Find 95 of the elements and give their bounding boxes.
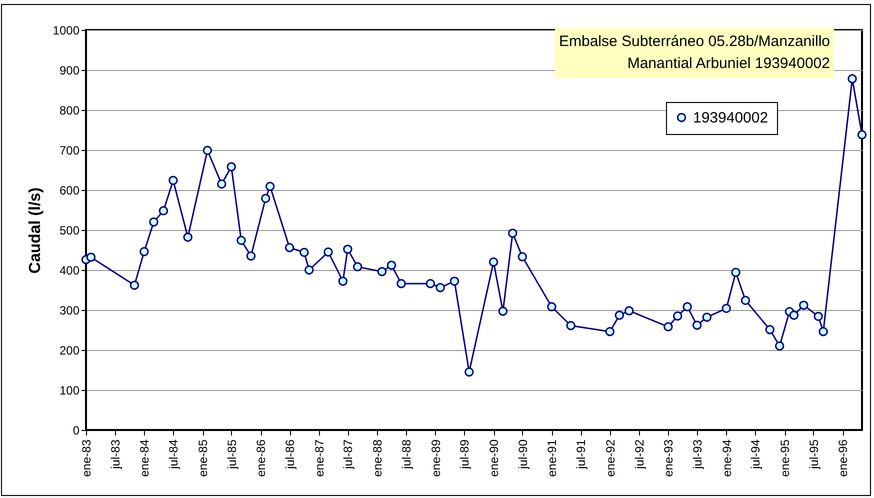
point (498, 306, 508, 316)
point (436, 282, 445, 292)
x-tick-label: ene-96 (836, 439, 850, 477)
point (343, 244, 352, 254)
point (518, 252, 527, 262)
point (158, 206, 168, 216)
point (246, 251, 256, 261)
point (692, 320, 702, 330)
point (140, 246, 149, 256)
x-tick-label: jul-91 (574, 439, 588, 470)
x-tick-label: jul-90 (516, 439, 530, 470)
point (818, 326, 828, 336)
point (814, 312, 823, 322)
y-tick-label: 1000 (52, 24, 80, 38)
annotation: Manantial Arbuniel 193940002 (626, 54, 830, 74)
point (464, 367, 474, 377)
x-tick-label: jul-89 (458, 439, 472, 470)
point (217, 179, 226, 189)
point (702, 312, 712, 322)
x-tick-label: ene-94 (720, 439, 734, 477)
point (566, 320, 576, 330)
x-tick-label: ene-83 (80, 439, 94, 477)
point (624, 306, 634, 316)
y-tick-label: 500 (59, 224, 80, 238)
point (377, 266, 387, 276)
point (352, 262, 362, 272)
x-tick-label: jul-94 (748, 439, 763, 470)
x-tick-label: ene-87 (312, 439, 326, 477)
point (722, 304, 731, 314)
point (265, 182, 275, 192)
x-tick-label: ene-93 (662, 439, 676, 477)
x-tick-label: jul-95 (806, 439, 821, 470)
x-tick-label: jul-87 (341, 439, 356, 470)
x-tick-label: ene-85 (196, 439, 210, 477)
point (324, 247, 333, 257)
y-tick-label: 400 (59, 264, 80, 278)
point (386, 260, 396, 270)
point (426, 278, 436, 288)
legend-label: 193940002 (693, 110, 768, 126)
annotation: Embalse Subterráneo 05.28b/Manzanillo (558, 32, 830, 52)
point (605, 326, 614, 336)
x-tick-label: jul-86 (283, 439, 298, 470)
x-tick-label: ene-86 (254, 439, 268, 477)
y-tick-label: 300 (59, 304, 80, 318)
point (789, 310, 799, 320)
point (547, 302, 556, 312)
point (765, 324, 775, 334)
point (774, 341, 784, 351)
x-tick-label: ene-88 (370, 439, 385, 477)
x-tick-label: jul-85 (224, 439, 239, 470)
point (740, 296, 750, 306)
point (300, 248, 309, 258)
point (799, 300, 808, 310)
x-tick-label: ene-84 (138, 439, 152, 477)
x-tick-label: ene-92 (603, 439, 618, 477)
point (149, 217, 158, 227)
point (260, 194, 270, 204)
point (236, 236, 246, 246)
point (304, 265, 314, 275)
x-tick-label: jul-83 (108, 439, 122, 470)
y-tick-label: 800 (59, 104, 80, 118)
point (450, 276, 460, 286)
point (664, 322, 673, 332)
point (848, 74, 857, 84)
x-tick-label: ene-91 (545, 439, 560, 477)
point (731, 268, 740, 278)
point (168, 176, 178, 186)
y-tick-label: 700 (59, 144, 80, 158)
point (857, 130, 867, 140)
y-tick-label: 900 (59, 64, 80, 78)
point (614, 310, 624, 320)
x-tick-label: jul-84 (166, 439, 181, 470)
x-tick-label: jul-88 (400, 439, 414, 470)
point (396, 278, 406, 288)
y-axis-title: Caudal (l/s) (26, 187, 44, 274)
x-tick-label: ene-95 (778, 439, 792, 477)
point (508, 228, 518, 238)
x-tick-label: jul-92 (632, 439, 646, 470)
y-tick-label: 600 (59, 184, 80, 198)
point (284, 242, 294, 252)
point (202, 146, 212, 156)
x-tick-label: jul-93 (690, 439, 705, 470)
y-tick-label: 100 (59, 384, 80, 398)
point (488, 257, 498, 267)
point (338, 276, 348, 286)
x-tick-label: ene-90 (487, 439, 502, 477)
point (672, 311, 682, 321)
y-tick-label: 200 (59, 344, 80, 358)
y-tick-label: 0 (72, 424, 80, 438)
point (130, 280, 140, 290)
point (682, 302, 692, 312)
point (183, 232, 192, 242)
x-tick-label: ene-89 (428, 439, 443, 477)
point (86, 252, 96, 262)
point (226, 162, 236, 172)
